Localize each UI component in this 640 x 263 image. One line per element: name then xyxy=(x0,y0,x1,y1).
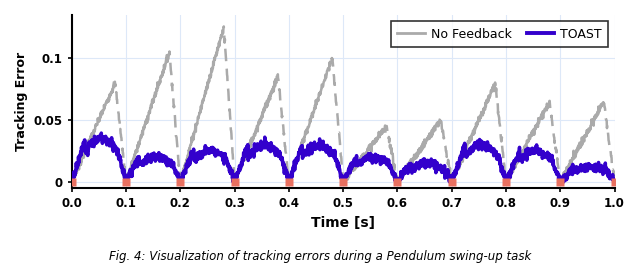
X-axis label: Time [s]: Time [s] xyxy=(311,216,375,230)
Text: Fig. 4: Visualization of tracking errors during a Pendulum swing-up task: Fig. 4: Visualization of tracking errors… xyxy=(109,250,531,263)
Y-axis label: Tracking Error: Tracking Error xyxy=(15,52,28,151)
Legend: No Feedback, TOAST: No Feedback, TOAST xyxy=(391,21,608,47)
